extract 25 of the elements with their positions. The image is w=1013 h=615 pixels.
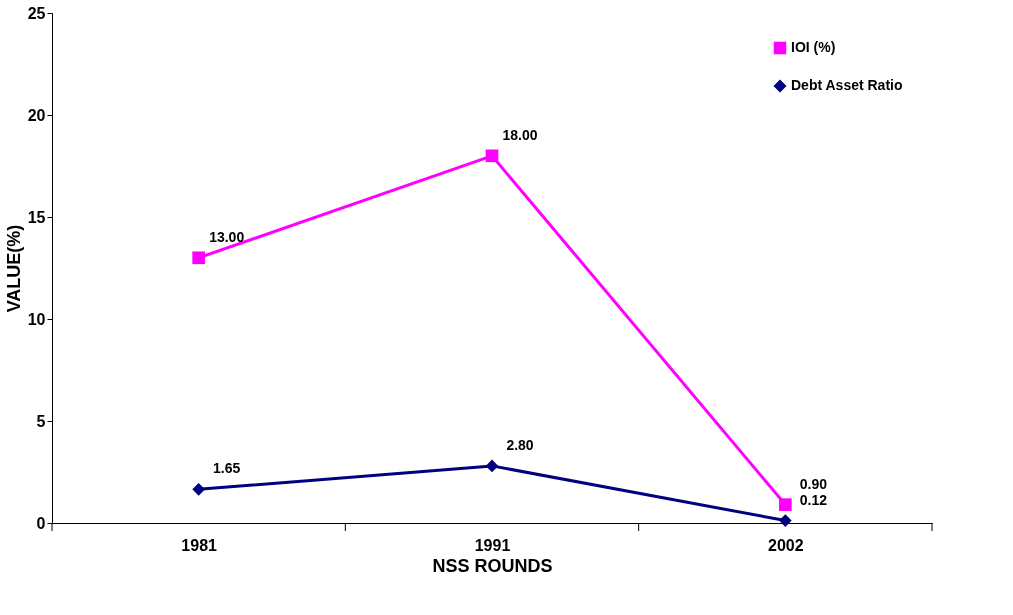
point bbox=[485, 459, 499, 473]
data-label: 18.00 bbox=[502, 126, 538, 143]
y-tick-label: 0 bbox=[36, 514, 46, 532]
data-label: 13.00 bbox=[209, 228, 245, 245]
x-tick-label: 1981 bbox=[181, 536, 218, 554]
point bbox=[779, 498, 792, 511]
data-label: 1.65 bbox=[213, 460, 241, 477]
y-tick-label: 25 bbox=[27, 4, 46, 22]
x-tick-label: 1991 bbox=[474, 536, 511, 554]
y-tick-label: 15 bbox=[27, 208, 46, 226]
legend-label: IOI (%) bbox=[791, 39, 836, 55]
data-label: 0.12 bbox=[799, 491, 828, 508]
x-axis-title: NSS ROUNDS bbox=[432, 555, 553, 576]
point bbox=[485, 149, 499, 163]
y-tick-label: 20 bbox=[27, 106, 46, 124]
data-label: 2.80 bbox=[506, 436, 534, 453]
point bbox=[192, 251, 205, 265]
point bbox=[779, 514, 792, 527]
legend-label: Debt Asset Ratio bbox=[791, 77, 903, 93]
y-axis-title: VALUE(%) bbox=[3, 224, 24, 313]
y-tick-label: 10 bbox=[27, 310, 46, 328]
y-tick-label: 5 bbox=[36, 412, 46, 430]
data-label: 0.90 bbox=[799, 475, 828, 492]
point bbox=[192, 483, 205, 496]
x-tick-label: 2002 bbox=[768, 536, 804, 554]
